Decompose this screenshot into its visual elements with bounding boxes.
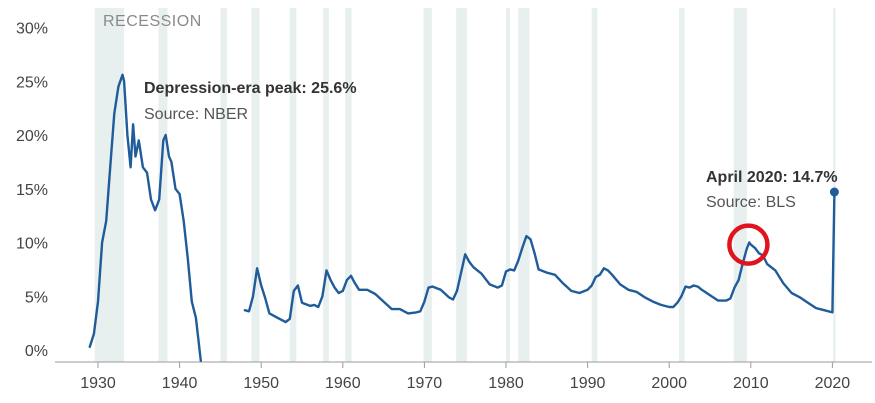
- recession-band: [289, 8, 297, 362]
- april-2020-point: [829, 187, 839, 197]
- recession-bands: [94, 8, 836, 362]
- series-lines: [88, 73, 836, 362]
- y-tick-label: 25%: [16, 74, 48, 91]
- x-tick-label: 1970: [407, 375, 443, 392]
- recession-legend-label: RECESSION: [103, 13, 202, 30]
- recession-band: [456, 8, 467, 362]
- x-tick-label: 2010: [733, 375, 769, 392]
- annotation-april-2020: April 2020: 14.7%: [706, 169, 838, 186]
- y-tick-label: 0%: [25, 343, 48, 360]
- recession-band: [679, 8, 685, 362]
- x-tick-label: 1990: [570, 375, 606, 392]
- recession-band: [220, 8, 227, 362]
- unemployment-line: [88, 73, 202, 362]
- x-tick-label: 1930: [80, 375, 116, 392]
- recession-band: [323, 8, 329, 362]
- annotation-april-2020-source: Source: BLS: [706, 194, 796, 211]
- recession-band: [158, 8, 168, 362]
- x-tick-label: 2020: [815, 375, 851, 392]
- y-tick-label: 30%: [16, 21, 48, 38]
- unemployment-line: [243, 190, 836, 324]
- recession-band: [733, 8, 747, 362]
- x-tick-label: 2000: [651, 375, 687, 392]
- recession-band: [506, 8, 511, 362]
- recession-band: [345, 8, 352, 362]
- y-tick-label: 10%: [16, 236, 48, 253]
- y-tick-label: 15%: [16, 182, 48, 199]
- annotation-depression-source: Source: NBER: [144, 106, 248, 123]
- recession-band: [423, 8, 432, 362]
- x-axis-ticks: 1930 1940 1950 1960 1970 1980 1990 2000 2010 2020: [80, 362, 850, 392]
- x-tick-label: 1940: [162, 375, 198, 392]
- recession-band: [833, 8, 836, 362]
- x-tick-label: 1960: [325, 375, 361, 392]
- recession-band: [251, 8, 260, 362]
- annotation-depression-peak: Depression-era peak: 25.6%: [144, 80, 357, 97]
- y-tick-label: 5%: [25, 289, 48, 306]
- highlight-circle: [727, 223, 770, 266]
- y-axis-ticks: 0% 5% 10% 15% 20% 25% 30%: [16, 21, 48, 361]
- y-tick-label: 20%: [16, 128, 48, 145]
- x-tick-label: 1950: [243, 375, 279, 392]
- x-tick-label: 1980: [488, 375, 524, 392]
- recession-band: [518, 8, 530, 362]
- recession-band: [591, 8, 598, 362]
